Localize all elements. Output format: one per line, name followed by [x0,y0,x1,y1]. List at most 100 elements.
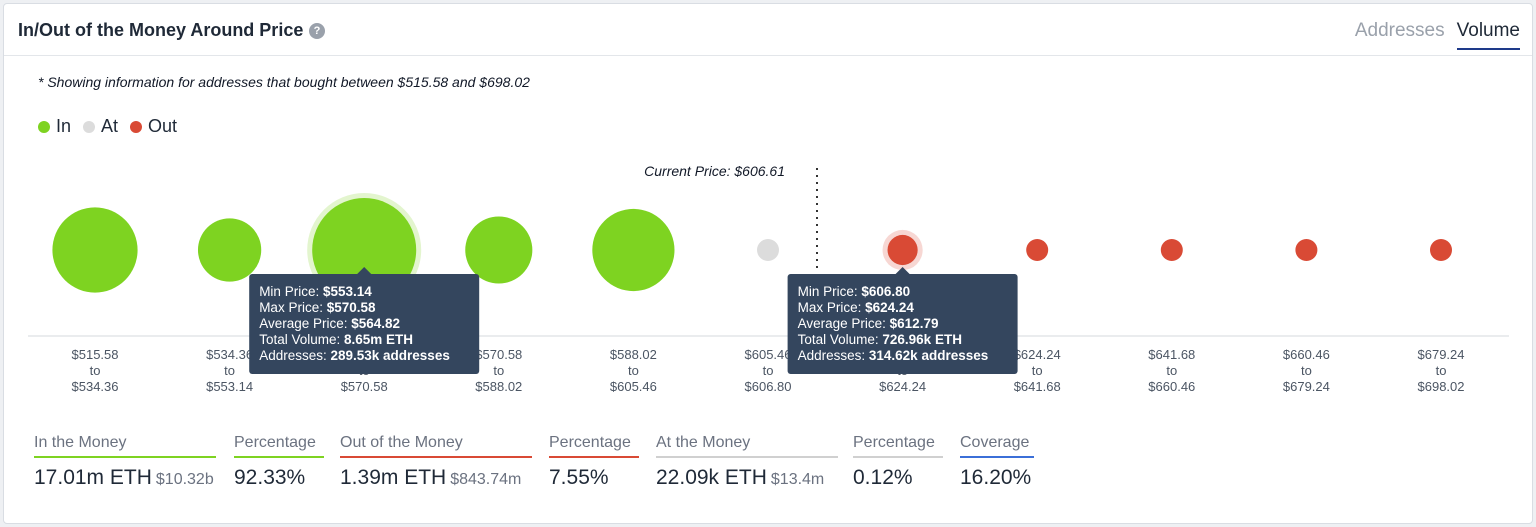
tooltip-line: Total Volume: 726.96k ETH [798,332,962,347]
x-tick-label: to [493,363,504,378]
bubble-in[interactable] [52,207,138,293]
x-tick-label: to [1301,363,1312,378]
stat-value: 7.55% [549,466,609,489]
bubble-in[interactable] [197,218,262,282]
x-tick-label: to [1436,363,1447,378]
bubble-out[interactable] [1026,239,1049,261]
x-tick-label: $605.46 [745,347,792,362]
stat-usd-value: $13.4m [770,471,825,488]
iomap-card: In/Out of the Money Around Price ? Addre… [3,3,1533,524]
stat-label: Percentage [853,434,943,458]
tooltip-line: Max Price: $570.58 [259,300,376,315]
x-tick-label: $641.68 [1148,347,1195,362]
card-header: In/Out of the Money Around Price ? Addre… [4,4,1532,56]
bubble-out[interactable] [1295,239,1318,261]
x-tick-label: $641.68 [1014,379,1061,394]
stat-usd-value: $843.74m [450,471,522,488]
legend-dot-at [83,120,96,133]
bubble-out[interactable] [887,234,918,266]
tooltip-line: Max Price: $624.24 [798,300,915,315]
tooltip-line: Addresses: 314.62k addresses [798,348,989,363]
tooltip-line: Average Price: $564.82 [259,316,400,331]
stat-main-value: 17.01m ETH [34,466,152,489]
x-tick-label: $679.24 [1283,379,1330,394]
stat-value: 22.09k ETH $13.4m [656,466,838,490]
legend-label-in: In [56,116,72,136]
stat-label: In the Money [34,434,216,458]
x-tick-label: to [224,363,235,378]
stat-in-percentage: Percentage 92.33% [234,434,324,490]
tooltip-line: Average Price: $612.79 [798,316,939,331]
tooltip-box [787,274,1018,374]
tooltip-line: Min Price: $553.14 [259,284,372,299]
x-tick-label: $570.58 [341,379,388,394]
stat-main-value: 22.09k ETH [656,466,767,489]
legend-dot-in [38,120,50,133]
x-tick-label: $624.24 [879,379,926,394]
x-tick-label: to [1166,363,1177,378]
x-tick-label: $588.02 [475,379,522,394]
stat-at-the-money: At the Money 22.09k ETH $13.4m [656,434,838,490]
x-tick-label: to [1032,363,1043,378]
tab-addresses[interactable]: Addresses [1354,20,1445,41]
stat-label: Percentage [549,434,639,458]
card-title: In/Out of the Money Around Price [18,20,304,40]
stat-label: Coverage [960,434,1034,458]
tooltip-box [249,274,480,374]
x-tick-label: $698.02 [1418,379,1465,394]
x-tick-label: $679.24 [1418,347,1465,362]
stat-label: At the Money [656,434,838,458]
x-tick-label: $660.46 [1148,379,1195,394]
legend-item-in[interactable]: In [38,116,71,137]
tooltip-pointer [357,267,372,274]
bubble-chart: Current Price: $606.61$515.58to$534.36$5… [28,163,1509,394]
stat-value: 16.20% [960,466,1032,489]
stat-coverage: Coverage 16.20% [960,434,1034,490]
stat-value: 92.33% [234,466,306,489]
bubble-out[interactable] [1430,239,1452,261]
tooltip-line: Min Price: $606.80 [798,284,911,299]
bubble-out[interactable] [1160,239,1183,261]
legend-item-at[interactable]: At [83,116,118,137]
x-tick-label: $515.58 [72,347,119,362]
current-price-label: Current Price: $606.61 [644,163,785,179]
x-tick-label: $588.02 [610,347,657,362]
bubble-in[interactable] [465,216,533,284]
legend-label-at: At [101,116,119,136]
x-tick-label: to [628,363,639,378]
stat-in-the-money: In the Money 17.01m ETH $10.32b [34,434,216,490]
stat-value: 1.39m ETH $843.74m [340,466,532,490]
x-tick-label: $606.80 [745,379,792,394]
stat-out-percentage: Percentage 7.55% [549,434,639,490]
x-tick-label: $534.36 [72,379,119,394]
range-note: * Showing information for addresses that… [38,74,530,90]
stat-main-value: 1.39m ETH [340,466,447,489]
tab-volume[interactable]: Volume [1456,20,1520,50]
legend-label-out: Out [148,116,178,136]
legend: In At Out [38,116,177,137]
x-tick-label: to [763,363,774,378]
x-tick-label: $605.46 [610,379,657,394]
legend-item-out[interactable]: Out [130,116,177,137]
tooltip-pointer [895,267,910,274]
view-tabs: Addresses Volume [1355,20,1520,50]
stat-label: Out of the Money [340,434,532,458]
help-icon[interactable]: ? [309,23,325,39]
x-tick-label: $534.36 [206,347,253,362]
x-tick-label: $570.58 [475,347,522,362]
tooltip-line: Total Volume: 8.65m ETH [259,332,413,347]
x-tick-label: $660.46 [1283,347,1330,362]
bubble-at[interactable] [757,239,779,261]
legend-dot-out [130,120,143,133]
stat-label: Percentage [234,434,324,458]
stat-out-of-the-money: Out of the Money 1.39m ETH $843.74m [340,434,532,490]
tooltip-line: Addresses: 289.53k addresses [259,348,450,363]
stat-value: 17.01m ETH $10.32b [34,466,216,490]
stat-usd-value: $10.32b [155,471,214,488]
bubble-in[interactable] [592,208,675,292]
x-tick-label: $624.24 [1014,347,1061,362]
stat-value: 0.12% [853,466,913,489]
x-tick-label: $553.14 [206,379,253,394]
